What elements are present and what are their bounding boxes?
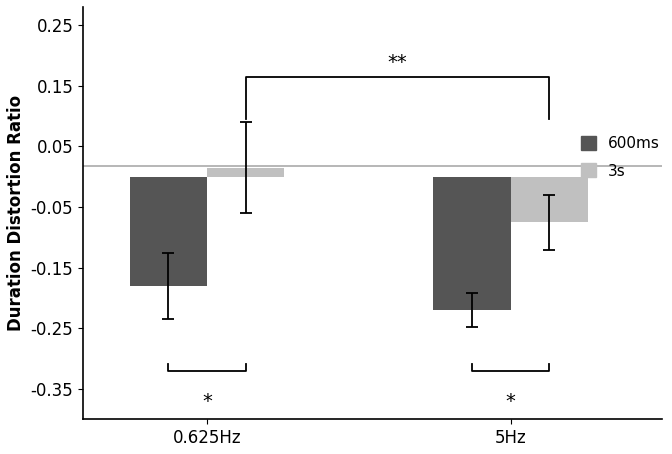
Y-axis label: Duration Distortion Ratio: Duration Distortion Ratio [7, 95, 25, 331]
Bar [433, 177, 511, 310]
Bar [207, 168, 284, 177]
Text: **: ** [388, 53, 407, 72]
Text: *: * [505, 392, 515, 411]
Bar [511, 177, 588, 222]
Text: *: * [202, 392, 212, 411]
Legend: 600ms, 3s: 600ms, 3s [575, 130, 666, 185]
Bar [130, 177, 207, 286]
